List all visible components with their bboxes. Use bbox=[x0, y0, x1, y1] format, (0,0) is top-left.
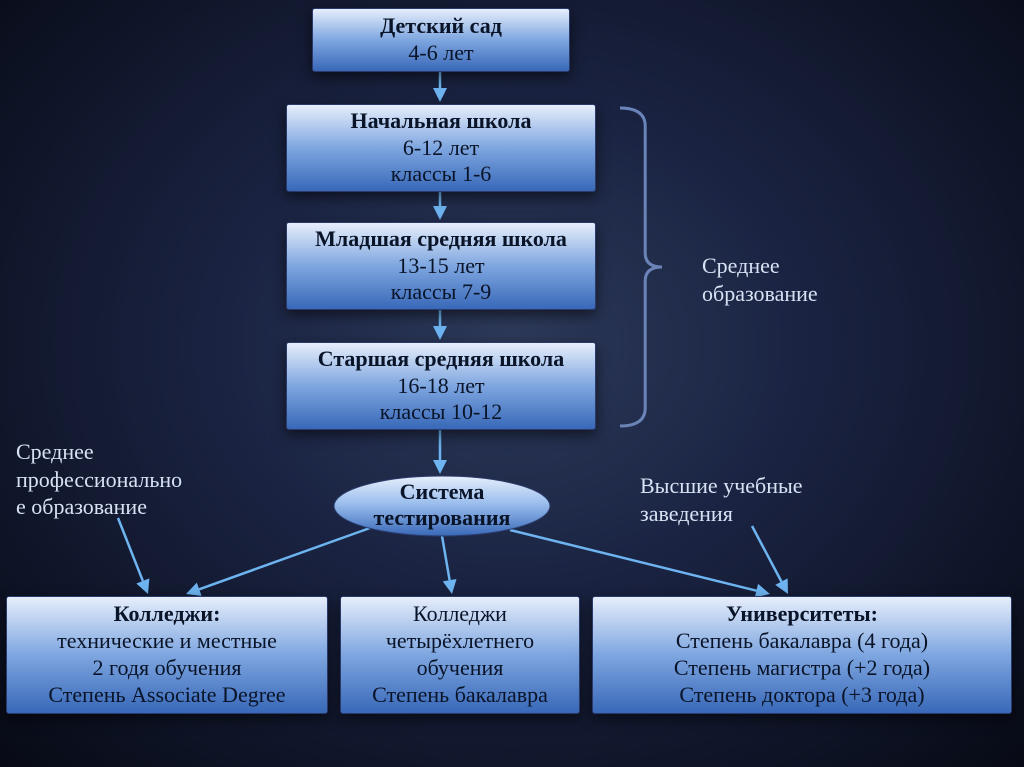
label-line: Высшие учебные bbox=[640, 472, 940, 500]
label-line: профессионально bbox=[16, 466, 276, 494]
node-title: Младшая средняя школа bbox=[315, 226, 567, 253]
node-title: тестирования bbox=[334, 505, 550, 531]
node-title: Старшая средняя школа bbox=[318, 346, 564, 373]
label-line: Среднее bbox=[16, 438, 276, 466]
node-title: Колледжи: bbox=[114, 601, 221, 628]
node-title: Университеты: bbox=[726, 601, 878, 628]
node-line: 4-6 лет bbox=[408, 40, 473, 67]
label-line: образование bbox=[702, 280, 1002, 308]
label-line: Среднее bbox=[702, 252, 1002, 280]
node-line: Степень бакалавра bbox=[372, 682, 548, 709]
node-line: четырёхлетнего bbox=[386, 628, 534, 655]
node-line: классы 7-9 bbox=[391, 279, 492, 306]
node-line: Степень Associate Degree bbox=[48, 682, 285, 709]
node-line: классы 10-12 bbox=[380, 399, 503, 426]
node-line: Степень доктора (+3 года) bbox=[679, 682, 924, 709]
node-colleges-vocational: Колледжи: технические и местные 2 годя о… bbox=[6, 596, 328, 714]
node-line: Степень магистра (+2 года) bbox=[674, 655, 930, 682]
node-title: Начальная школа bbox=[351, 108, 532, 135]
node-senior-middle-school: Старшая средняя школа 16-18 лет классы 1… bbox=[286, 342, 596, 430]
node-line: Колледжи bbox=[413, 601, 507, 628]
node-colleges-4yr: Колледжи четырёхлетнего обучения Степень… bbox=[340, 596, 580, 714]
node-junior-middle-school: Младшая средняя школа 13-15 лет классы 7… bbox=[286, 222, 596, 310]
label-vocational-education: Среднее профессионально е образование bbox=[16, 438, 276, 521]
node-line: Степень бакалавра (4 года) bbox=[676, 628, 928, 655]
node-primary-school: Начальная школа 6-12 лет классы 1-6 bbox=[286, 104, 596, 192]
node-title: Система bbox=[334, 479, 550, 505]
node-line: классы 1-6 bbox=[391, 161, 492, 188]
node-line: 6-12 лет bbox=[403, 135, 479, 162]
label-line: заведения bbox=[640, 500, 940, 528]
node-line: 2 годя обучения bbox=[92, 655, 241, 682]
diagram-stage: { "type": "flowchart", "canvas": {"w":10… bbox=[0, 0, 1024, 767]
label-secondary-education: Среднее образование bbox=[702, 252, 1002, 307]
label-line: е образование bbox=[16, 493, 276, 521]
node-line: обучения bbox=[417, 655, 504, 682]
node-title: Детский сад bbox=[380, 13, 502, 40]
node-line: технические и местные bbox=[57, 628, 277, 655]
node-kindergarten: Детский сад 4-6 лет bbox=[312, 8, 570, 72]
node-line: 13-15 лет bbox=[397, 253, 484, 280]
node-universities: Университеты: Степень бакалавра (4 года)… bbox=[592, 596, 1012, 714]
node-line: 16-18 лет bbox=[397, 373, 484, 400]
node-testing-system: Система тестирования bbox=[334, 479, 550, 539]
label-higher-education: Высшие учебные заведения bbox=[640, 472, 940, 527]
